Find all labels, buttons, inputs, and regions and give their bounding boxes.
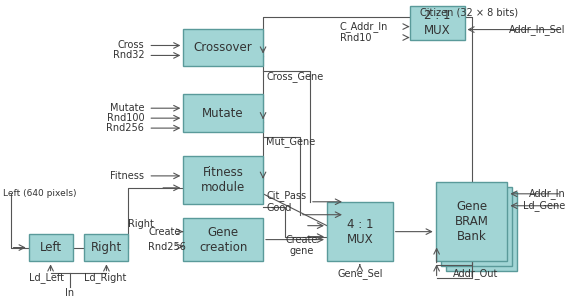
- Text: Right: Right: [128, 219, 154, 229]
- Text: Crossover: Crossover: [194, 41, 253, 54]
- Bar: [410, 6, 465, 40]
- Text: In: In: [65, 288, 74, 298]
- Text: Cit_Pass: Cit_Pass: [266, 190, 306, 201]
- Text: Rnd100: Rnd100: [107, 113, 144, 123]
- Text: Fitness
module: Fitness module: [201, 166, 245, 194]
- Text: Left: Left: [40, 241, 62, 254]
- Bar: [327, 202, 392, 261]
- Text: Gene_Sel: Gene_Sel: [337, 268, 383, 279]
- Text: Ld_Right: Ld_Right: [85, 272, 127, 283]
- Text: Citizen (32 × 8 bits): Citizen (32 × 8 bits): [420, 8, 519, 18]
- Text: C_Addr_In: C_Addr_In: [340, 21, 389, 32]
- Bar: [85, 234, 128, 261]
- Text: Rnd256: Rnd256: [148, 242, 186, 252]
- Text: Ld_Gene: Ld_Gene: [523, 200, 565, 211]
- Text: 4 : 1
MUX: 4 : 1 MUX: [346, 218, 373, 246]
- Bar: [436, 182, 507, 261]
- Bar: [183, 218, 263, 261]
- Text: Create
gene: Create gene: [286, 235, 318, 256]
- Text: Right: Right: [91, 241, 122, 254]
- Bar: [183, 29, 263, 66]
- Text: Left (640 pixels): Left (640 pixels): [3, 189, 76, 198]
- Text: Good: Good: [266, 203, 291, 213]
- Text: Addr_In: Addr_In: [529, 188, 565, 199]
- Bar: [183, 156, 263, 204]
- Text: Mutate: Mutate: [110, 103, 144, 113]
- Text: Rnd256: Rnd256: [106, 123, 144, 133]
- Text: Fitness: Fitness: [110, 171, 144, 181]
- Text: Addr_Out: Addr_Out: [453, 268, 498, 279]
- Text: Gene
creation: Gene creation: [199, 226, 247, 254]
- Text: Addr_In_Sel: Addr_In_Sel: [509, 24, 565, 35]
- Bar: [446, 192, 517, 271]
- Bar: [28, 234, 73, 261]
- Bar: [183, 94, 263, 132]
- Text: Gene
BRAM
Bank: Gene BRAM Bank: [454, 200, 488, 243]
- Text: 2 : 1
MUX: 2 : 1 MUX: [424, 9, 450, 36]
- Text: Mut_Gene: Mut_Gene: [266, 136, 315, 147]
- Text: Cross_Gene: Cross_Gene: [266, 71, 323, 82]
- Text: Rnd10: Rnd10: [340, 33, 371, 43]
- Bar: [441, 187, 512, 267]
- Text: Rnd32: Rnd32: [112, 50, 144, 60]
- Text: Create: Create: [148, 227, 181, 237]
- Text: Ld_Left: Ld_Left: [28, 272, 64, 283]
- Text: Cross: Cross: [118, 40, 144, 50]
- Text: Mutate: Mutate: [202, 107, 244, 120]
